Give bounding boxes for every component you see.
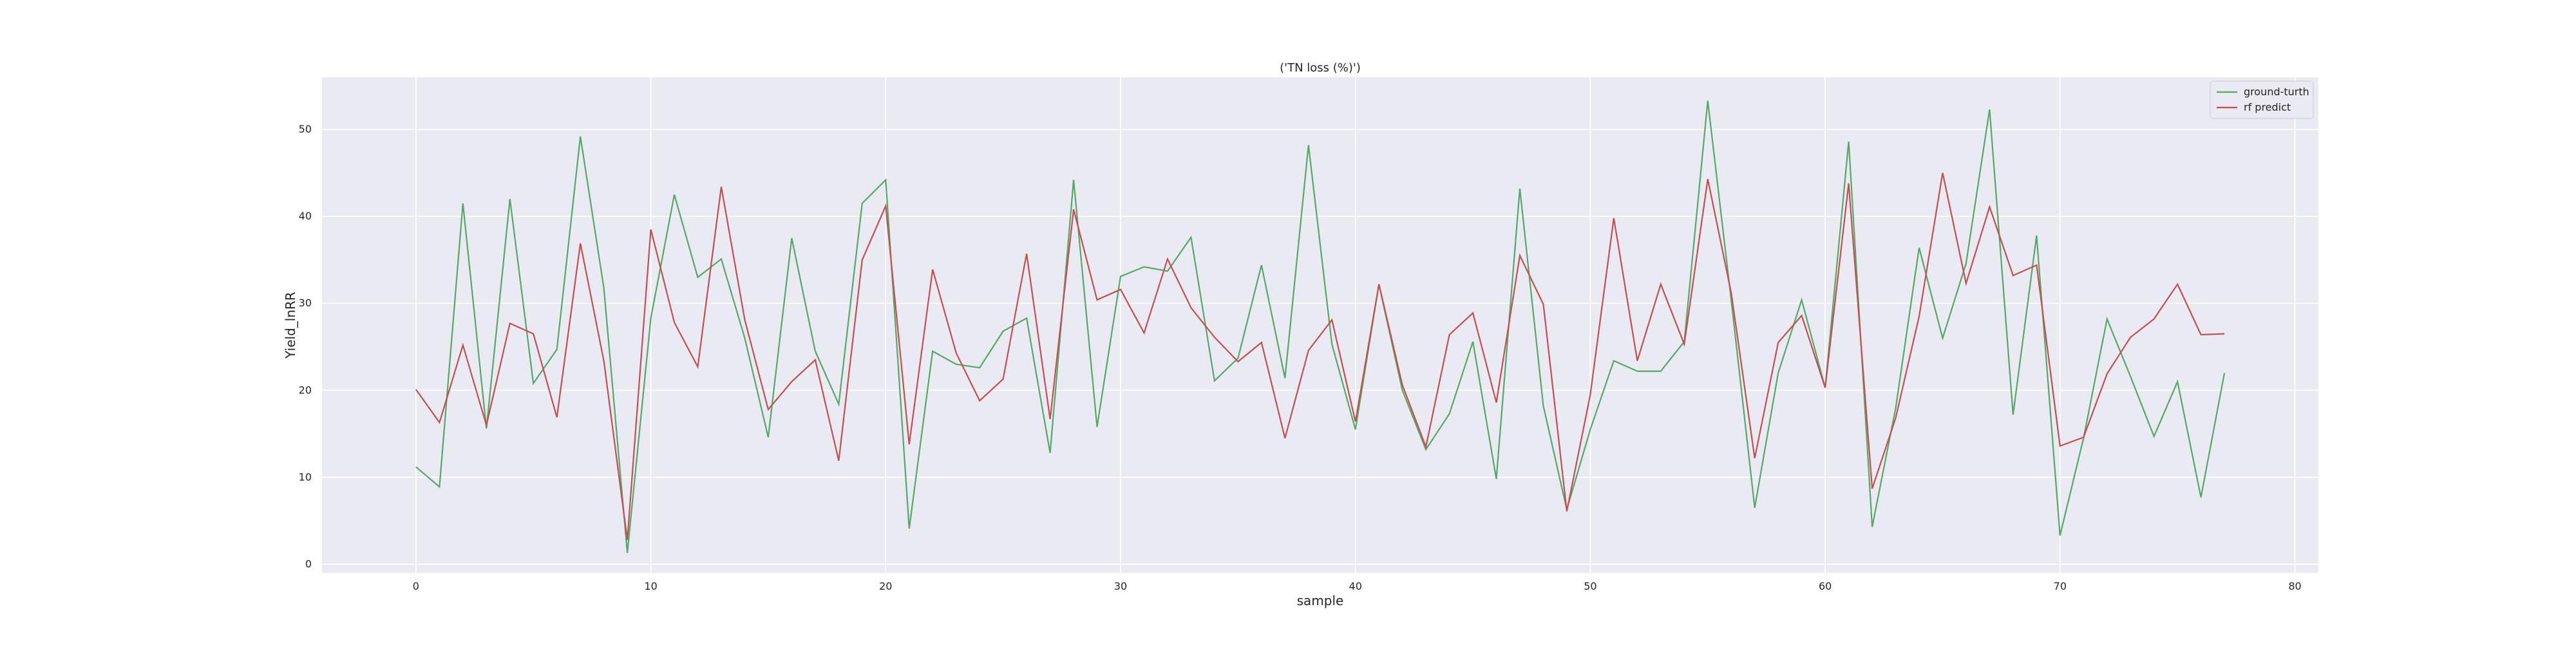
y-tick-label: 50 (299, 123, 312, 135)
x-axis-label: sample (1297, 593, 1344, 608)
y-tick-label: 20 (299, 384, 312, 396)
series-line-rf-predict (415, 173, 2225, 540)
x-tick-label: 0 (413, 580, 419, 592)
x-tick-label: 10 (644, 580, 657, 592)
x-tick-label: 30 (1114, 580, 1127, 592)
grid-lines (322, 77, 2318, 573)
tick-labels: 0 10 20 30 40 50 60 70 80 0 10 20 30 40 50 (299, 123, 2302, 592)
x-tick-label: 40 (1349, 580, 1362, 592)
y-tick-label: 10 (299, 471, 312, 483)
x-tick-label: 80 (2288, 580, 2301, 592)
plot-area (322, 77, 2318, 573)
series-line-ground-truth (415, 100, 2226, 554)
x-tick-label: 60 (1819, 580, 1832, 592)
y-tick-label: 40 (299, 210, 312, 222)
x-tick-label: 70 (2054, 580, 2067, 592)
legend-label: rf predict (2244, 101, 2291, 113)
y-axis-label: Yield_lnRR (283, 292, 298, 359)
legend-box (2210, 80, 2314, 119)
x-tick-label: 20 (879, 580, 892, 592)
series-lines (415, 100, 2226, 554)
y-tick-label: 30 (299, 297, 312, 309)
chart-title: ('TN loss (%)') (1280, 61, 1361, 75)
x-tick-label: 50 (1584, 580, 1596, 592)
legend-label: ground-turth (2244, 86, 2309, 98)
legend: ground-turth rf predict (2210, 80, 2314, 119)
y-tick-label: 0 (305, 558, 312, 570)
